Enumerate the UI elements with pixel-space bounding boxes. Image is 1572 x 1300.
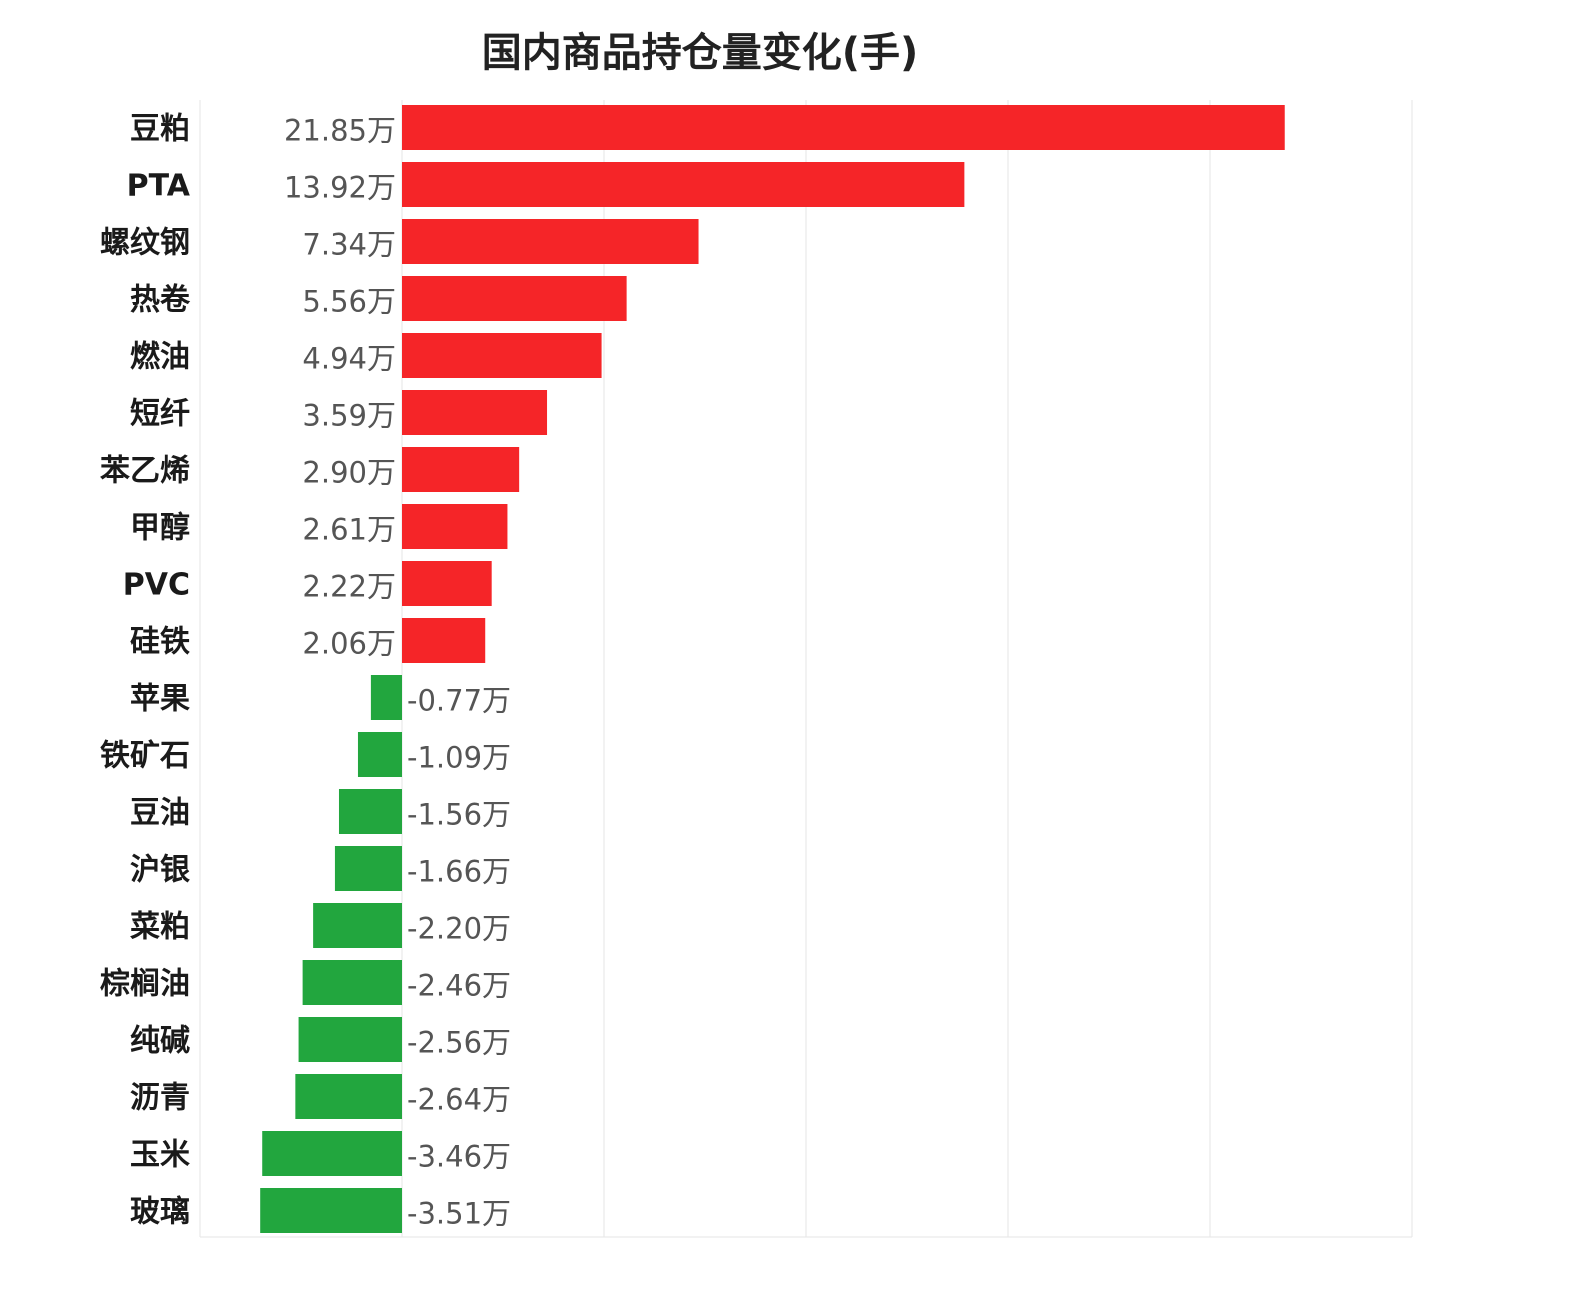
value-label: -2.20万 [407,912,511,946]
category-label: 沪银 [130,853,190,888]
chart-title: 国内商品持仓量变化(手) [481,30,919,76]
category-label: 豆粕 [130,112,190,147]
bar [302,960,402,1005]
bar [334,846,402,891]
value-label: 2.06万 [302,627,396,661]
value-label: 13.92万 [284,171,396,205]
bar [402,618,486,663]
category-label: 苹果 [130,682,190,717]
category-label: 甲醇 [130,511,190,546]
category-label: 硅铁 [130,625,190,660]
value-label: 2.22万 [302,570,396,604]
category-label: PVC [123,568,190,603]
bar [338,789,402,834]
value-label: -1.56万 [407,798,511,832]
value-label: -3.51万 [407,1197,511,1231]
value-label: -2.56万 [407,1026,511,1060]
category-label: 热卷 [130,283,191,318]
category-label: 纯碱 [130,1024,190,1059]
bar [357,732,402,777]
category-label: 玉米 [130,1138,190,1173]
bar [402,504,508,549]
category-label: 短纤 [130,397,190,432]
category-label: 燃油 [130,340,190,375]
bar [402,162,965,207]
bar [370,675,402,720]
bar [260,1188,402,1233]
bar [402,333,602,378]
category-label: 沥青 [130,1081,190,1116]
category-label: 铁矿石 [100,739,190,774]
value-label: -2.64万 [407,1083,511,1117]
bar [298,1017,402,1062]
value-label: 2.61万 [302,513,396,547]
bar [402,276,627,321]
value-label: 21.85万 [284,114,396,148]
bar [402,561,492,606]
bar [262,1131,402,1176]
value-label: -1.09万 [407,741,511,775]
bar [402,390,548,435]
category-label: 棕榈油 [100,967,190,1002]
value-label: -1.66万 [407,855,511,889]
value-label: 3.59万 [302,399,396,433]
category-label: 豆油 [130,796,190,831]
category-label: 菜粕 [130,910,190,945]
category-label: 苯乙烯 [100,454,190,489]
value-label: 2.90万 [302,456,396,490]
category-label: 玻璃 [130,1195,190,1230]
category-label: 螺纹钢 [100,226,190,261]
bar [402,105,1285,150]
bar [295,1074,402,1119]
bar [402,447,520,492]
value-label: -3.46万 [407,1140,511,1174]
value-label: 5.56万 [302,285,396,319]
value-label: 7.34万 [302,228,396,262]
value-label: -2.46万 [407,969,511,1003]
value-label: 4.94万 [302,342,396,376]
bar [313,903,402,948]
bar [402,219,699,264]
value-label: -0.77万 [407,684,511,718]
category-label: PTA [127,169,191,204]
